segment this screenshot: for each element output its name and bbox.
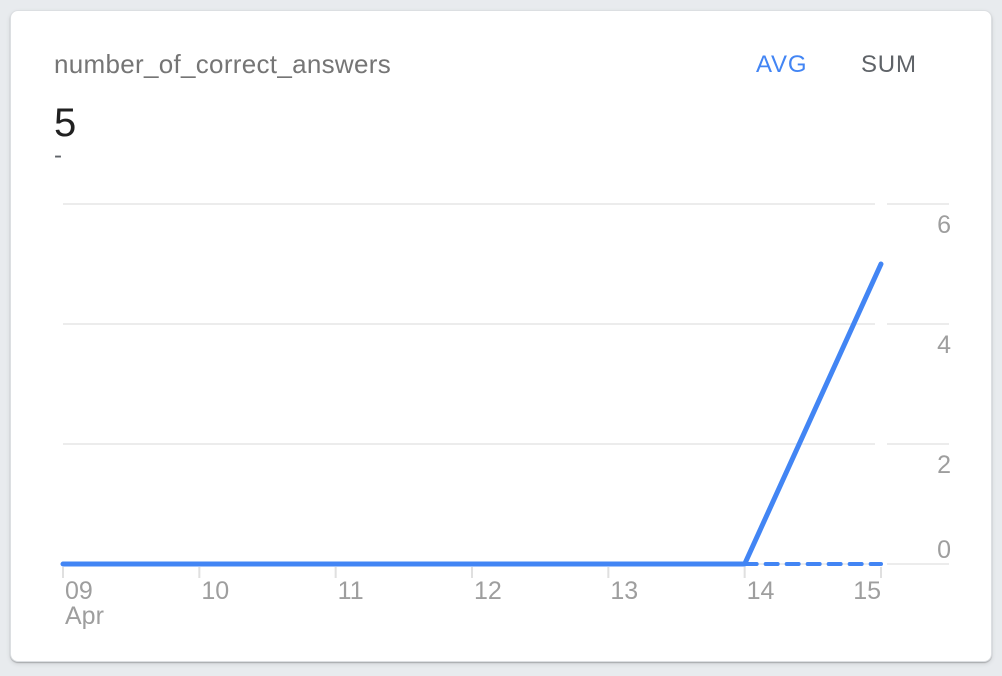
y-axis-label: 2 — [937, 451, 951, 479]
y-axis-label: 6 — [937, 211, 951, 239]
x-axis-label: 12 — [474, 577, 502, 605]
x-axis-label: 13 — [610, 577, 638, 605]
avg-toggle-button[interactable]: AVG — [756, 51, 808, 78]
metric-card: number_of_correct_answers AVG SUM 5 - 0 2… — [10, 10, 992, 662]
card-title: number_of_correct_answers — [54, 49, 391, 79]
x-axis-month-label: Apr — [65, 602, 104, 630]
primary-value: 5 — [54, 101, 77, 145]
sum-toggle-button[interactable]: SUM — [861, 51, 917, 78]
y-axis-label: 0 — [937, 536, 951, 564]
y-axis-label: 4 — [937, 331, 951, 359]
data-series-solid-line — [60, 261, 884, 567]
x-axis-label: 14 — [747, 577, 775, 605]
x-axis-label: 15 — [853, 577, 881, 605]
secondary-value: - — [54, 142, 62, 169]
x-axis-label: 09 — [65, 577, 93, 605]
x-axis-label: 11 — [338, 577, 364, 605]
x-axis-label: 10 — [201, 577, 229, 605]
line-chart-plot-area[interactable]: 0 2 4 6 09 10 11 12 13 14 15 Apr — [11, 11, 993, 663]
